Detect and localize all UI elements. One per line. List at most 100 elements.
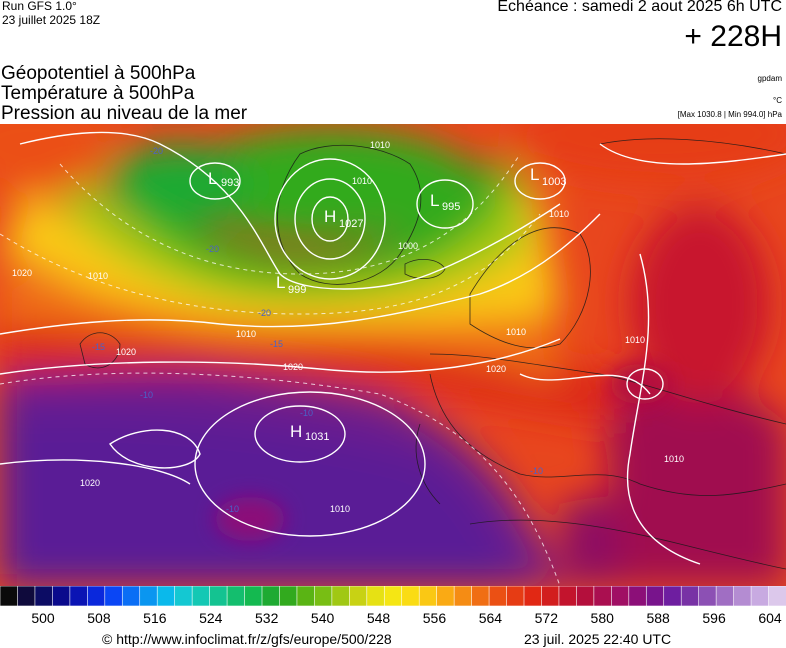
scale-tick-label: 508 <box>87 610 111 626</box>
isobar-label: 1020 <box>486 364 506 374</box>
scale-swatch <box>471 585 490 607</box>
scale-tick-label: 500 <box>31 610 55 626</box>
scale-tick-label: 564 <box>478 610 503 626</box>
isobar-label: 1010 <box>330 504 350 514</box>
pressure-center-letter: L <box>430 191 439 210</box>
scale-swatch <box>331 585 351 607</box>
scale-tick-label: 532 <box>255 610 279 626</box>
scale-swatch <box>506 585 525 607</box>
scale-swatch <box>611 585 630 607</box>
generation-timestamp: 23 juil. 2025 22:40 UTC <box>524 631 672 647</box>
scale-swatch <box>750 585 770 607</box>
scale-tick-label: 556 <box>422 610 447 626</box>
scale-tick-label: 588 <box>646 610 670 626</box>
scale-tick-label: 572 <box>534 610 558 626</box>
scale-tick-label: 580 <box>590 610 614 626</box>
scale-swatch <box>558 585 578 607</box>
source-url: © http://www.infoclimat.fr/z/gfs/europe/… <box>102 631 392 647</box>
isobar-label: 1020 <box>80 478 100 488</box>
isotherm-label: -15 <box>92 342 105 352</box>
scale-swatch <box>715 585 735 607</box>
isotherm-label: -10 <box>530 466 543 476</box>
scale-tick-label: 540 <box>310 610 335 626</box>
scale-tick-label: 548 <box>366 610 391 626</box>
scale-swatch <box>541 585 560 607</box>
title-geopotential: Géopotentiel à 500hPa <box>1 63 196 84</box>
scale-swatch <box>645 585 665 607</box>
run-date: 23 juillet 2025 18Z <box>2 13 101 27</box>
isobar-label: 1010 <box>88 271 108 281</box>
isotherm-label: -20 <box>206 244 219 254</box>
isobar-label: 1010 <box>352 176 372 186</box>
isotherm-label: -10 <box>140 390 153 400</box>
pressure-center-letter: H <box>324 207 336 226</box>
scale-swatch <box>52 585 71 607</box>
pressure-center-value: 1031 <box>305 431 329 443</box>
scale-swatch <box>349 585 368 607</box>
scale-swatch <box>768 585 786 607</box>
scale-swatch <box>436 585 455 607</box>
unit-pressure: [Max 1030.8 | Min 994.0] hPa <box>677 110 782 119</box>
scale-swatch <box>733 585 752 607</box>
scale-swatch <box>226 585 246 607</box>
scale-swatch <box>628 585 648 607</box>
color-scale <box>0 585 786 607</box>
scale-swatch <box>366 585 386 607</box>
pressure-center-letter: L <box>276 273 285 292</box>
scale-swatch <box>418 585 438 607</box>
scale-swatch <box>104 585 124 607</box>
isobar-label: 1020 <box>116 347 136 357</box>
scale-tick-label: 604 <box>758 610 782 626</box>
scale-swatch <box>0 585 19 607</box>
isotherm-label: -10 <box>226 504 239 514</box>
scale-swatch <box>174 585 193 607</box>
scale-swatch <box>87 585 106 607</box>
isobar-label: 1010 <box>549 209 569 219</box>
isobar-label: 1010 <box>664 454 684 464</box>
isobar-label: 1010 <box>236 329 256 339</box>
scale-swatch <box>156 585 176 607</box>
scale-swatch <box>261 585 281 607</box>
scale-swatch <box>296 585 316 607</box>
isobar-label: 1020 <box>12 268 32 278</box>
pressure-center-value: 993 <box>221 177 239 189</box>
scale-swatch <box>593 585 613 607</box>
isobar-label: 1010 <box>506 327 526 337</box>
scale-swatch <box>663 585 682 607</box>
isotherm-label: -15 <box>270 339 283 349</box>
pressure-center-value: 1003 <box>542 176 566 188</box>
isobar-label: 1000 <box>398 241 418 251</box>
scale-swatch <box>69 585 89 607</box>
isobar-label: 1020 <box>283 362 303 372</box>
scale-swatch <box>383 585 403 607</box>
scale-tick-label: 596 <box>702 610 726 626</box>
scale-tick-label: 524 <box>199 610 223 626</box>
scale-swatch <box>279 585 298 607</box>
pressure-center-value: 999 <box>288 284 306 296</box>
title-pressure: Pression au niveau de la mer <box>1 103 248 124</box>
scale-tick-label: 516 <box>143 610 167 626</box>
scale-swatch <box>121 585 141 607</box>
unit-temperature: °C <box>773 96 782 105</box>
lead-time: + 228H <box>684 20 782 53</box>
scale-swatch <box>488 585 508 607</box>
valid-time: Echéance : samedi 2 aout 2025 6h UTC <box>497 0 782 15</box>
scale-swatch <box>139 585 158 607</box>
pressure-center-value: 1027 <box>339 218 363 230</box>
isotherm-label: -20 <box>258 308 271 318</box>
unit-geopotential: gpdam <box>757 74 782 83</box>
isobar-label: 1010 <box>625 335 645 345</box>
scale-swatch <box>576 585 595 607</box>
scale-swatch <box>314 585 333 607</box>
pressure-center-letter: L <box>208 169 217 188</box>
pressure-center-value: 995 <box>442 201 460 213</box>
scale-swatch <box>34 585 54 607</box>
scale-swatch <box>698 585 717 607</box>
scale-swatch <box>244 585 263 607</box>
title-temperature: Température à 500hPa <box>1 83 195 104</box>
run-label: Run GFS 1.0° <box>2 0 77 13</box>
isotherm-label: -20 <box>150 146 163 156</box>
scale-swatch <box>680 585 700 607</box>
isobar-label: 1010 <box>370 140 390 150</box>
pressure-center-letter: H <box>290 422 302 441</box>
